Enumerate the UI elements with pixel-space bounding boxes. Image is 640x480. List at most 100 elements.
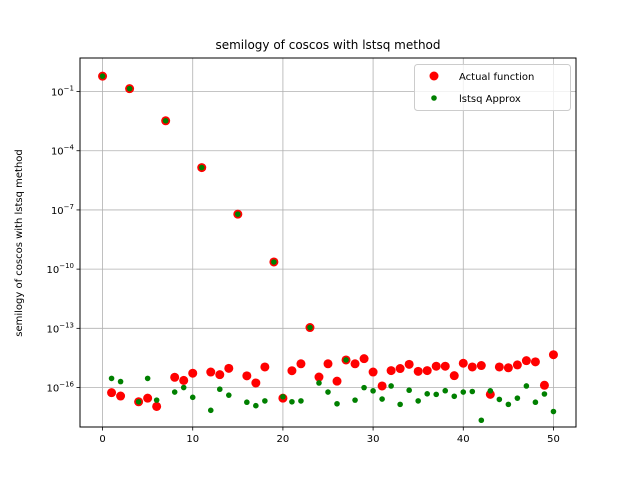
actual-function-point (476, 361, 486, 371)
actual-function-point (260, 362, 270, 372)
lstsq-approx-point (162, 117, 169, 124)
actual-function-point (494, 362, 504, 372)
actual-function-point (503, 363, 513, 373)
lstsq-approx-point (189, 394, 196, 401)
lstsq-approx-point (478, 417, 485, 424)
lstsq-approx-point (271, 259, 277, 265)
lstsq-approx-point (505, 401, 512, 408)
lstsq-approx-point (496, 396, 503, 403)
y-tick-label: 10−10 (46, 262, 74, 276)
y-tick-label: 10−16 (46, 381, 74, 395)
actual-function-point (323, 359, 333, 369)
lstsq-approx-point (171, 389, 178, 395)
x-tick-label: 10 (186, 434, 199, 445)
actual-function-point (359, 354, 369, 364)
lstsq-approx-point (280, 393, 286, 400)
lstsq-approx-point (216, 386, 223, 393)
actual-function-point (332, 376, 342, 386)
actual-function-point (350, 359, 360, 369)
x-tick-label: 30 (367, 434, 380, 445)
legend-lstsq-approx-label: lstsq Approx (459, 94, 521, 105)
lstsq-approx-point (262, 398, 268, 404)
x-axis-ticks: 0 10 20 30 40 50 (99, 427, 560, 445)
lstsq-approx-point (550, 408, 557, 415)
lstsq-approx-point (469, 388, 476, 395)
legend: Actual function lstsq Approx (414, 64, 571, 111)
actual-function-point (368, 367, 378, 377)
actual-function-point (548, 350, 558, 360)
y-tick-label: 10−4 (51, 144, 75, 158)
lstsq-approx-point (523, 383, 530, 389)
lstsq-approx-point (406, 387, 412, 394)
lstsq-approx-point (99, 73, 106, 79)
y-tick-label: 10−1 (51, 85, 74, 99)
chart-title: semilogy of coscos with lstsq method (215, 38, 440, 52)
lstsq-approx-point (379, 396, 385, 402)
lstsq-approx-point (207, 407, 214, 414)
actual-function-point (224, 363, 234, 373)
lstsq-approx-point (361, 384, 367, 391)
actual-function-point (422, 366, 432, 376)
x-tick-label: 20 (277, 434, 290, 445)
lstsq-approx-point (532, 399, 539, 406)
legend-box (414, 64, 571, 111)
actual-function-point (206, 367, 216, 377)
lstsq-approx-point (325, 389, 331, 395)
actual-function-point (296, 359, 306, 369)
lstsq-approx-point (451, 393, 458, 400)
lstsq-approx-point (541, 391, 548, 397)
actual-function-point (386, 366, 396, 376)
lstsq-approx-point (514, 395, 521, 401)
actual-function-point (215, 370, 225, 380)
lstsq-approx-point (334, 400, 340, 407)
actual-function-point (170, 372, 180, 382)
actual-function-point (467, 362, 477, 372)
actual-function-point (314, 372, 324, 382)
actual-function-point (404, 359, 414, 369)
actual-function-point (449, 371, 459, 381)
lstsq-approx-point (307, 324, 313, 331)
lstsq-approx-point (352, 397, 358, 403)
grid-lines (80, 58, 576, 427)
actual-function-point (242, 371, 252, 381)
lstsq-approx-point (244, 399, 250, 406)
lstsq-approx-point (442, 387, 449, 394)
lstsq-approx-point (424, 391, 431, 397)
lstsq-approx-point (153, 397, 160, 403)
lstsq-approx-point (370, 388, 376, 394)
lstsq-approx-point (144, 375, 151, 382)
actual-function-point (521, 356, 531, 366)
lstsq-approx-point (117, 378, 124, 385)
actual-function-point (116, 391, 126, 401)
actual-function-point (143, 393, 153, 403)
lstsq-approx-point (289, 398, 295, 405)
actual-function-point (251, 378, 261, 388)
actual-function-point (188, 368, 198, 378)
legend-lstsq-approx-marker (431, 95, 437, 101)
actual-function-point (152, 401, 162, 411)
lstsq-approx-point (180, 384, 187, 391)
y-axis-ticks: 10−16 10−13 10−10 10−7 10−4 10−1 (46, 85, 80, 395)
x-tick-label: 40 (457, 434, 470, 445)
legend-actual-function-marker (429, 71, 439, 81)
actual-function-point (413, 366, 423, 376)
x-tick-label: 50 (547, 434, 560, 445)
actual-function-point (440, 361, 450, 371)
lstsq-approx-point (397, 401, 403, 408)
lstsq-approx-point (198, 164, 205, 171)
lstsq-approx-point (415, 398, 421, 404)
lstsq-approx-point (487, 388, 494, 394)
lstsq-approx-point (226, 392, 232, 398)
lstsq-approx-point (298, 398, 304, 404)
lstsq-approx-point (460, 389, 467, 395)
actual-function-point (287, 366, 297, 376)
y-tick-label: 10−13 (46, 321, 74, 335)
y-axis-label: semilogy of coscos with lstsq method (14, 149, 25, 337)
actual-function-point (107, 388, 117, 398)
lstsq-approx-point (235, 211, 241, 217)
lstsq-approx-point (126, 85, 133, 92)
lstsq-approx-point (108, 375, 115, 382)
lstsq-approx-point (343, 357, 349, 363)
data-markers (98, 71, 558, 424)
